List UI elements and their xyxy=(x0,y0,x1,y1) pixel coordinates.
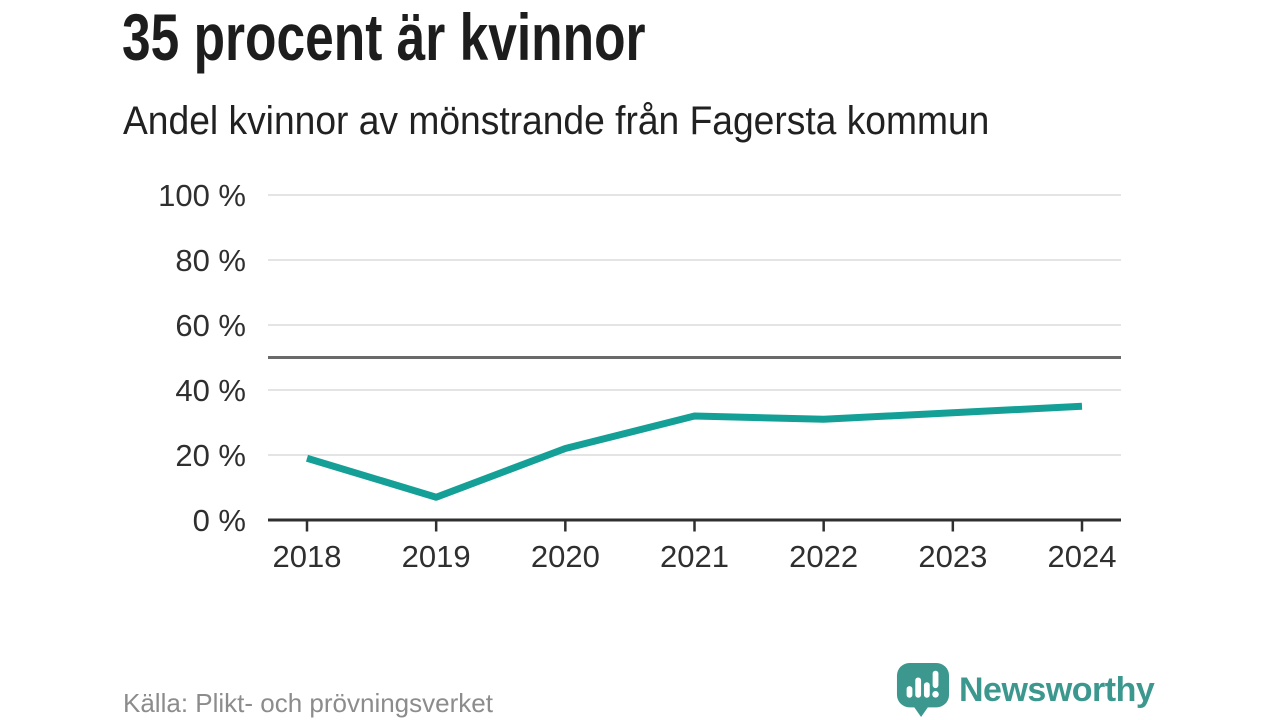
chart-title: 35 procent är kvinnor xyxy=(122,0,646,74)
x-tick-label: 2022 xyxy=(789,539,858,574)
y-tick-label: 40 % xyxy=(175,373,246,408)
y-tick-label: 80 % xyxy=(175,243,246,278)
logo-bar-2 xyxy=(915,677,922,698)
logo-exclamation-bar xyxy=(932,670,939,689)
y-tick-label: 100 % xyxy=(158,178,246,213)
logo-bar-3 xyxy=(923,682,930,698)
chart-subtitle: Andel kvinnor av mönstrande från Fagerst… xyxy=(123,99,990,143)
x-tick-label: 2024 xyxy=(1048,539,1117,574)
logo-bar-1 xyxy=(906,686,913,698)
x-tick-label: 2023 xyxy=(918,539,987,574)
y-tick-label: 60 % xyxy=(175,308,246,343)
data-line xyxy=(305,402,1083,501)
x-tick-label: 2021 xyxy=(660,539,729,574)
newsworthy-logo-icon xyxy=(896,663,950,717)
newsworthy-logo-text: Newsworthy xyxy=(959,670,1155,709)
source-text: Källa: Plikt- och prövningsverket xyxy=(123,688,493,718)
y-tick-label: 20 % xyxy=(175,438,246,473)
newsworthy-logo: Newsworthy xyxy=(896,662,1155,718)
x-tick-label: 2020 xyxy=(531,539,600,574)
speech-bubble-shape xyxy=(896,663,950,717)
y-tick-label: 0 % xyxy=(193,503,246,538)
x-tick-label: 2019 xyxy=(402,539,471,574)
x-tick-label: 2018 xyxy=(273,539,342,574)
logo-exclamation-dot xyxy=(932,691,939,698)
